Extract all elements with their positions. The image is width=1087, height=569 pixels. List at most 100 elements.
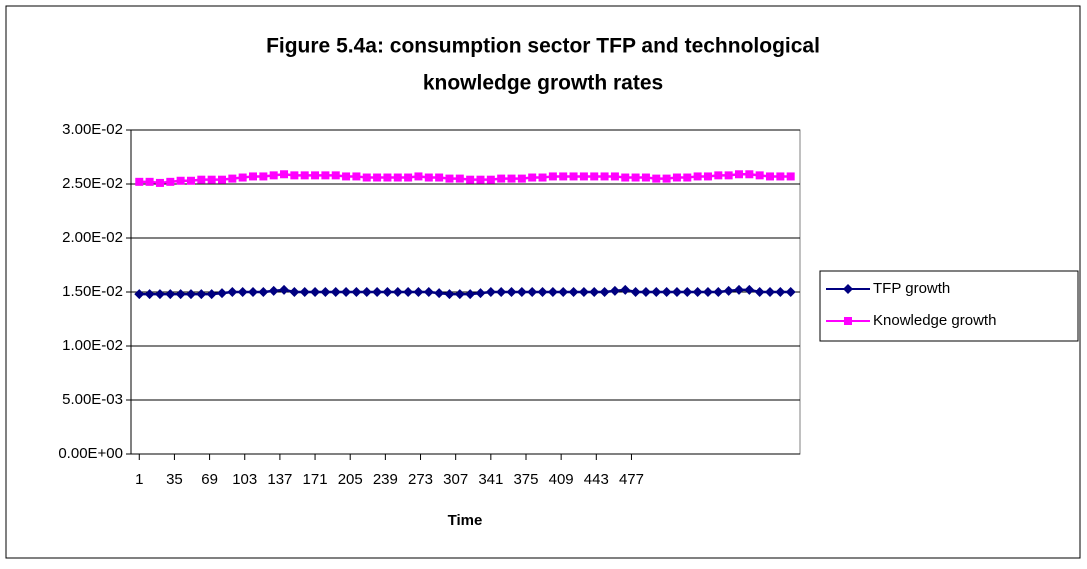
marker: [300, 171, 309, 180]
marker: [196, 289, 207, 300]
marker: [154, 289, 165, 300]
y-tick-label: 2.00E-02: [62, 229, 123, 246]
marker: [134, 289, 145, 300]
x-tick-label: 477: [619, 471, 644, 488]
marker: [661, 287, 672, 297]
marker: [724, 171, 733, 180]
marker: [713, 287, 724, 297]
marker: [383, 173, 392, 182]
marker: [589, 287, 600, 297]
marker: [651, 287, 662, 297]
marker: [590, 172, 599, 181]
marker: [693, 172, 702, 181]
marker: [237, 287, 248, 297]
marker: [206, 289, 217, 300]
marker: [620, 284, 631, 295]
marker: [714, 171, 723, 180]
marker: [579, 172, 588, 181]
marker: [320, 287, 331, 297]
y-tick-label: 2.50E-02: [62, 175, 123, 192]
marker: [175, 289, 186, 300]
x-tick-label: 205: [338, 471, 363, 488]
marker: [330, 287, 341, 297]
marker: [640, 287, 651, 297]
marker: [144, 289, 155, 300]
marker: [259, 172, 268, 181]
marker: [228, 174, 237, 183]
marker: [165, 289, 176, 300]
marker: [652, 174, 661, 183]
marker: [734, 170, 743, 179]
marker: [341, 287, 352, 297]
marker: [692, 287, 703, 297]
marker: [610, 172, 619, 181]
marker: [217, 175, 226, 184]
marker: [641, 173, 650, 182]
marker: [216, 288, 227, 299]
marker: [197, 175, 206, 184]
marker: [516, 287, 527, 297]
marker: [248, 287, 259, 297]
legend-label: TFP growth: [873, 280, 950, 297]
marker: [517, 174, 526, 183]
x-tick-label: 375: [513, 471, 538, 488]
marker: [703, 172, 712, 181]
x-tick-label: 409: [549, 471, 574, 488]
marker: [548, 172, 557, 181]
marker: [434, 288, 445, 299]
marker: [844, 317, 852, 325]
marker: [414, 172, 423, 181]
marker: [528, 173, 537, 182]
marker: [496, 287, 507, 297]
marker: [568, 287, 579, 297]
marker: [600, 172, 609, 181]
x-tick-label: 103: [232, 471, 257, 488]
marker: [186, 176, 195, 185]
marker: [166, 177, 175, 186]
marker: [393, 173, 402, 182]
marker: [631, 173, 640, 182]
marker: [373, 173, 382, 182]
marker: [672, 173, 681, 182]
marker: [176, 176, 185, 185]
marker: [683, 173, 692, 182]
marker: [765, 287, 776, 297]
marker: [258, 287, 269, 297]
x-tick-label: 137: [267, 471, 292, 488]
marker: [775, 287, 786, 297]
marker: [413, 287, 424, 297]
y-tick-label: 3.00E-02: [62, 121, 123, 138]
marker: [766, 172, 775, 181]
marker: [671, 287, 682, 297]
marker: [207, 175, 216, 184]
marker: [578, 287, 589, 297]
marker: [280, 170, 289, 179]
x-tick-label: 171: [303, 471, 328, 488]
marker: [497, 174, 506, 183]
marker: [382, 287, 393, 297]
marker: [361, 287, 372, 297]
x-tick-label: 443: [584, 471, 609, 488]
marker: [135, 177, 144, 186]
marker: [507, 174, 516, 183]
marker: [786, 172, 795, 181]
marker: [559, 172, 568, 181]
x-tick-label: 273: [408, 471, 433, 488]
marker: [290, 171, 299, 180]
marker: [527, 287, 538, 297]
marker: [621, 173, 630, 182]
marker: [403, 287, 414, 297]
marker: [538, 173, 547, 182]
marker: [630, 287, 641, 297]
series-line: [139, 173, 791, 185]
legend: [819, 270, 1079, 342]
marker: [537, 287, 548, 297]
marker: [404, 173, 413, 182]
marker: [279, 284, 290, 295]
marker: [733, 284, 744, 295]
marker: [755, 171, 764, 180]
marker: [321, 171, 330, 180]
marker: [145, 177, 154, 186]
marker: [342, 172, 351, 181]
marker: [249, 172, 258, 181]
